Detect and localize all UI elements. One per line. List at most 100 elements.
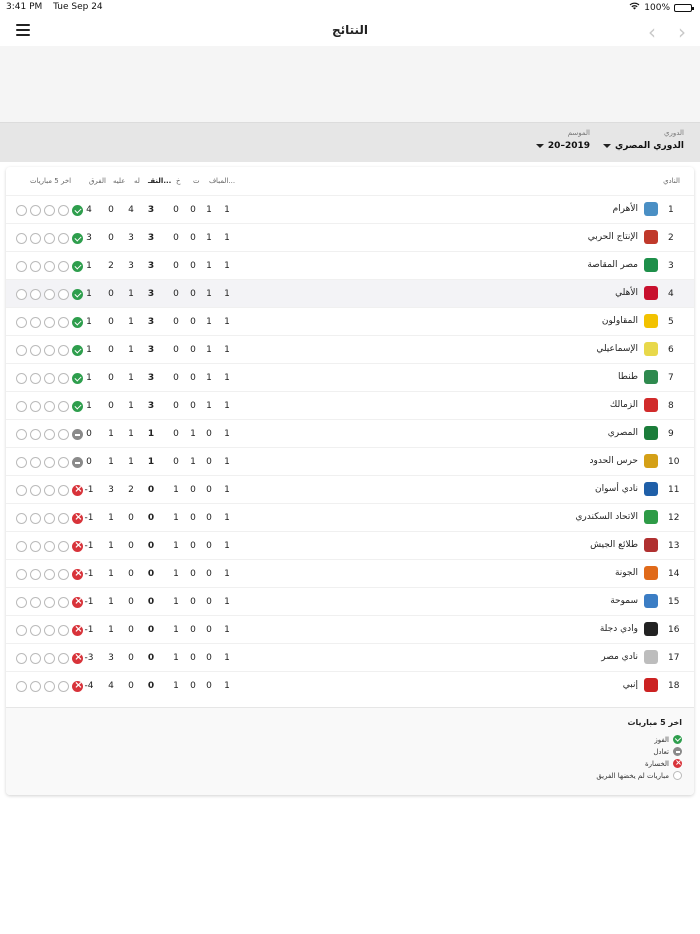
form-indicators [16, 484, 84, 496]
table-row[interactable]: 15 سموحة 1 0 0 1 0 0 1 -1 [6, 587, 694, 615]
form-legend: اخر 5 مباريات الفوز تعادل الخسارة مباريات ل… [6, 707, 694, 795]
cell-ga: 4 [108, 681, 114, 691]
header-won: ف [209, 177, 217, 185]
cell-gd: 1 [86, 317, 92, 327]
not-played-icon [58, 289, 69, 300]
header-form: اخر 5 مباريات [30, 177, 72, 185]
team-name: المصري [607, 428, 638, 438]
table-row[interactable]: 2 الإنتاج الحربي 1 1 0 0 3 3 0 3 [6, 223, 694, 251]
cell-ga: 0 [108, 233, 114, 243]
table-row[interactable]: 13 طلائع الجيش 1 0 0 1 0 0 1 -1 [6, 531, 694, 559]
cell-lost: 1 [173, 597, 179, 607]
table-row[interactable]: 14 الجونة 1 0 0 1 0 0 1 -1 [6, 559, 694, 587]
forward-arrow-icon[interactable]: › [678, 20, 686, 44]
cell-position: 12 [668, 513, 680, 523]
cell-drawn: 0 [190, 373, 196, 383]
cell-points: 0 [147, 681, 155, 691]
cell-gd: -1 [84, 625, 94, 635]
cell-lost: 0 [173, 261, 179, 271]
league-filter[interactable]: الدوري الدوري المصري [602, 129, 684, 151]
season-filter[interactable]: الموسم 2019–20 [535, 129, 590, 151]
team-logo-icon [644, 678, 658, 692]
cell-points: 0 [147, 541, 155, 551]
cell-drawn: 1 [190, 457, 196, 467]
legend-label: الفوز [654, 735, 669, 744]
cell-lost: 1 [173, 541, 179, 551]
status-time: 3:41 PM [6, 2, 43, 12]
cell-position: 9 [668, 429, 674, 439]
cell-lost: 0 [173, 457, 179, 467]
table-row[interactable]: 5 المقاولون 1 1 0 0 3 1 0 1 [6, 307, 694, 335]
table-row[interactable]: 17 نادي مصر 1 0 0 1 0 0 3 -3 [6, 643, 694, 671]
cell-points: 1 [147, 457, 155, 467]
not-played-icon [58, 625, 69, 636]
cell-gf: 1 [128, 317, 134, 327]
cell-ga: 0 [108, 289, 114, 299]
table-row[interactable]: 3 مصر المقاصة 1 1 0 0 3 3 2 1 [6, 251, 694, 279]
cell-gd: -1 [84, 485, 94, 495]
table-row[interactable]: 1 الأهرام 1 1 0 0 3 4 0 4 [6, 195, 694, 223]
cell-ga: 1 [108, 541, 114, 551]
cell-gf: 2 [128, 485, 134, 495]
not-played-icon [30, 681, 41, 692]
menu-icon[interactable] [16, 24, 30, 36]
cell-played: 1 [224, 345, 230, 355]
loss-icon [673, 758, 683, 768]
not-played-icon [16, 345, 27, 356]
team-logo-icon [644, 594, 658, 608]
chevron-down-icon [535, 144, 544, 148]
cell-points: 1 [147, 429, 155, 439]
cell-drawn: 0 [190, 569, 196, 579]
cell-drawn: 0 [190, 261, 196, 271]
cell-ga: 1 [108, 429, 114, 439]
not-played-icon [58, 569, 69, 580]
table-row[interactable]: 8 الزمالك 1 1 0 0 3 1 0 1 [6, 391, 694, 419]
league-label: الدوري [664, 129, 684, 137]
form-indicators [16, 261, 83, 272]
not-played-icon [58, 429, 69, 440]
cell-played: 1 [224, 401, 230, 411]
table-row[interactable]: 18 إنبي 1 0 0 1 0 0 4 -4 [6, 671, 694, 699]
not-played-icon [58, 653, 69, 664]
win-icon [72, 233, 83, 244]
not-played-icon [16, 625, 27, 636]
cell-ga: 2 [108, 261, 114, 271]
team-name: نادي أسوان [595, 484, 638, 494]
cell-position: 16 [668, 625, 680, 635]
not-played-icon [16, 401, 27, 412]
cell-lost: 0 [173, 205, 179, 215]
cell-gf: 1 [128, 289, 134, 299]
cell-gd: 4 [86, 205, 92, 215]
form-indicators [16, 540, 84, 552]
draw-icon [72, 457, 83, 468]
cell-played: 1 [224, 373, 230, 383]
table-row[interactable]: 4 الأهلي 1 1 0 0 3 1 0 1 [6, 279, 694, 307]
table-row[interactable]: 6 الإسماعيلي 1 1 0 0 3 1 0 1 [6, 335, 694, 363]
cell-lost: 0 [173, 289, 179, 299]
not-played-icon [44, 289, 55, 300]
cell-ga: 1 [108, 569, 114, 579]
win-icon [72, 345, 83, 356]
form-indicators [16, 345, 83, 356]
cell-position: 8 [668, 401, 674, 411]
back-arrow-icon[interactable]: ‹ [648, 20, 656, 44]
not-played-icon [58, 373, 69, 384]
cell-points: 0 [147, 569, 155, 579]
table-row[interactable]: 10 حرس الحدود 1 0 1 0 1 1 1 0 [6, 447, 694, 475]
cell-played: 1 [224, 261, 230, 271]
cell-played: 1 [224, 457, 230, 467]
cell-won: 0 [206, 625, 212, 635]
chevron-down-icon [602, 144, 611, 148]
table-row[interactable]: 16 وادي دجلة 1 0 0 1 0 0 1 -1 [6, 615, 694, 643]
win-icon [72, 401, 83, 412]
table-row[interactable]: 11 نادي أسوان 1 0 0 1 0 2 3 -1 [6, 475, 694, 503]
cell-won: 1 [206, 317, 212, 327]
table-row[interactable]: 12 الاتحاد السكندري 1 0 0 1 0 0 1 -1 [6, 503, 694, 531]
team-logo-icon [644, 258, 658, 272]
not-played-icon [58, 513, 69, 524]
table-row[interactable]: 9 المصري 1 0 1 0 1 1 1 0 [6, 419, 694, 447]
table-row[interactable]: 7 طنطا 1 1 0 0 3 1 0 1 [6, 363, 694, 391]
cell-played: 1 [224, 317, 230, 327]
cell-ga: 3 [108, 485, 114, 495]
win-icon [72, 373, 83, 384]
